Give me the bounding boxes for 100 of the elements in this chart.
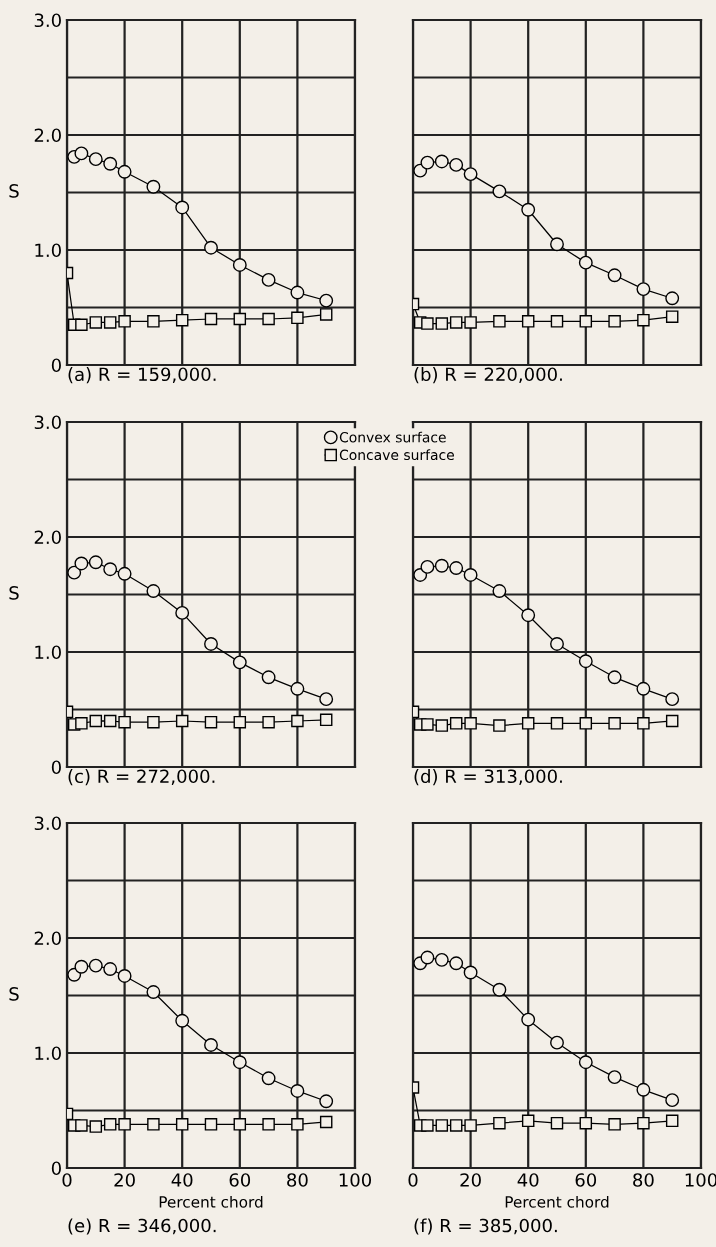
point bbox=[75, 717, 88, 730]
point bbox=[89, 316, 103, 329]
point bbox=[636, 681, 651, 696]
text: (e) R = 346,000. bbox=[68, 1218, 216, 1235]
point bbox=[493, 315, 506, 328]
point bbox=[579, 717, 593, 730]
point bbox=[492, 584, 507, 598]
point bbox=[578, 255, 593, 270]
point bbox=[420, 155, 435, 170]
y-tick-label: 0 bbox=[51, 760, 61, 775]
x-tick-label: 80 bbox=[633, 1173, 654, 1187]
point bbox=[103, 714, 117, 728]
y-tick-label: 0 bbox=[51, 358, 61, 373]
point bbox=[665, 1114, 679, 1128]
x-axis-title: Percent chord bbox=[159, 1195, 263, 1208]
point bbox=[420, 559, 435, 574]
point bbox=[291, 1118, 304, 1131]
point bbox=[88, 152, 103, 167]
point bbox=[204, 312, 218, 326]
point bbox=[550, 237, 564, 252]
point bbox=[261, 670, 276, 685]
point bbox=[146, 584, 161, 598]
point bbox=[88, 958, 103, 973]
y-axis-title: S bbox=[9, 987, 19, 1001]
point bbox=[261, 1071, 276, 1086]
point bbox=[261, 272, 276, 287]
x-tick-label: 60 bbox=[229, 1173, 251, 1187]
point bbox=[204, 1118, 218, 1131]
y-tick-label: 3.0 bbox=[34, 415, 61, 430]
text: (b) R = 220,000. bbox=[414, 367, 562, 384]
point bbox=[550, 315, 564, 328]
point bbox=[636, 1082, 651, 1097]
point bbox=[521, 717, 535, 730]
x-tick-label: 20 bbox=[114, 1173, 135, 1187]
point bbox=[434, 952, 449, 967]
point bbox=[319, 713, 333, 727]
x-tick-label: 20 bbox=[460, 1173, 481, 1187]
point bbox=[492, 184, 507, 199]
point bbox=[290, 681, 305, 696]
point bbox=[146, 179, 161, 194]
point bbox=[232, 258, 247, 272]
point bbox=[637, 313, 650, 327]
x-tick-label: 0 bbox=[62, 1173, 72, 1187]
y-tick-label: 2.0 bbox=[34, 931, 61, 946]
x-tick-label: 100 bbox=[339, 1173, 372, 1187]
point bbox=[175, 200, 190, 215]
point bbox=[147, 315, 160, 328]
y-tick-label: 3.0 bbox=[34, 13, 61, 28]
point bbox=[493, 1116, 506, 1130]
point bbox=[175, 1013, 190, 1028]
point bbox=[175, 1118, 189, 1131]
y-tick-label: 2.0 bbox=[34, 128, 61, 143]
point bbox=[319, 1094, 334, 1109]
point bbox=[435, 719, 449, 732]
point bbox=[665, 1093, 680, 1108]
point bbox=[550, 1035, 564, 1050]
point bbox=[449, 956, 464, 971]
point bbox=[521, 315, 535, 328]
point bbox=[290, 1084, 305, 1098]
text: (a) R = 159,000. bbox=[68, 367, 216, 384]
point bbox=[118, 1118, 131, 1131]
point bbox=[421, 1119, 434, 1132]
y-axis-title: S bbox=[9, 586, 19, 600]
y-tick-label: 1.0 bbox=[35, 243, 61, 258]
point bbox=[435, 317, 449, 330]
point bbox=[74, 959, 89, 974]
point bbox=[319, 1115, 333, 1129]
x-tick-label: 60 bbox=[575, 1173, 597, 1187]
point bbox=[434, 154, 449, 169]
point bbox=[636, 282, 651, 297]
point bbox=[578, 1055, 593, 1070]
point bbox=[521, 202, 536, 217]
point bbox=[579, 1116, 593, 1130]
point bbox=[117, 566, 132, 581]
point bbox=[262, 312, 275, 326]
point bbox=[75, 1119, 88, 1132]
point bbox=[665, 714, 679, 728]
point bbox=[103, 962, 118, 976]
text: (d) R = 313,000. bbox=[414, 769, 562, 786]
point bbox=[521, 608, 536, 623]
point bbox=[233, 312, 247, 326]
point bbox=[291, 311, 304, 325]
point bbox=[89, 1120, 103, 1133]
x-tick-label: 40 bbox=[171, 1173, 193, 1187]
point bbox=[449, 717, 463, 730]
y-axis-title: S bbox=[9, 184, 19, 198]
point bbox=[637, 717, 650, 730]
point bbox=[449, 316, 463, 329]
x-tick-label: 80 bbox=[287, 1173, 308, 1187]
point bbox=[204, 240, 218, 255]
x-tick-label: 0 bbox=[408, 1173, 418, 1187]
text: (f) R = 385,000. bbox=[414, 1218, 557, 1235]
point bbox=[435, 1119, 449, 1132]
point bbox=[464, 717, 477, 730]
point bbox=[607, 268, 622, 283]
point bbox=[463, 965, 478, 980]
point bbox=[521, 1012, 536, 1027]
point bbox=[665, 291, 680, 306]
point bbox=[147, 1118, 160, 1131]
point bbox=[75, 318, 88, 332]
